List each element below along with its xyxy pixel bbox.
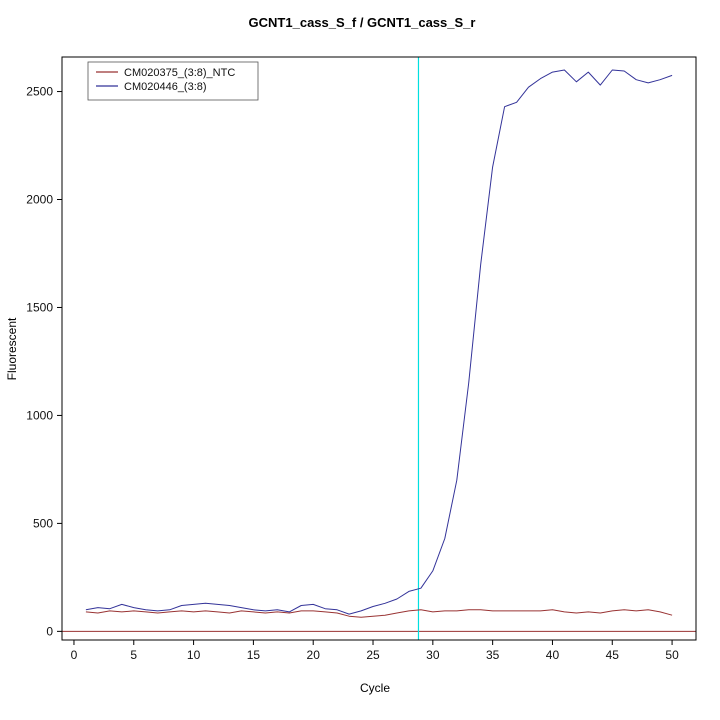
y-tick-label: 2000 xyxy=(26,193,53,207)
x-tick-label: 35 xyxy=(486,648,500,662)
y-tick-label: 2500 xyxy=(26,85,53,99)
chart-title: GCNT1_cass_S_f / GCNT1_cass_S_r xyxy=(249,15,476,30)
x-tick-label: 30 xyxy=(426,648,440,662)
y-tick-label: 0 xyxy=(46,624,53,638)
y-tick-label: 500 xyxy=(33,516,53,530)
legend-box xyxy=(87,61,259,101)
series-line-CM020446_(3:8) xyxy=(85,69,673,615)
x-tick-label: 10 xyxy=(187,648,201,662)
legend-label: CM020446_(3:8) xyxy=(124,81,207,93)
x-tick-label: 0 xyxy=(71,648,78,662)
x-tick-label: 45 xyxy=(606,648,620,662)
y-tick-label: 1500 xyxy=(26,300,53,314)
x-tick-label: 20 xyxy=(307,648,321,662)
y-axis-label: Fluorescent xyxy=(5,317,19,380)
x-tick-label: 50 xyxy=(665,648,679,662)
plot-border xyxy=(61,56,697,641)
legend-label: CM020375_(3:8)_NTC xyxy=(124,67,235,79)
series-line-CM020375_(3:8)_NTC xyxy=(85,609,673,618)
legend: CM020375_(3:8)_NTC CM020446_(3:8) xyxy=(87,61,259,101)
plot-content: 0 5 10 15 20 25 30 35 40 45 5005001000150020002500… xyxy=(26,56,697,662)
y-tick-label: 1000 xyxy=(26,408,53,422)
x-tick-label: 5 xyxy=(130,648,137,662)
x-tick-label: 25 xyxy=(366,648,380,662)
x-tick-label: 15 xyxy=(247,648,261,662)
x-tick-label: 40 xyxy=(546,648,560,662)
x-axis-label: Cycle xyxy=(360,681,390,695)
